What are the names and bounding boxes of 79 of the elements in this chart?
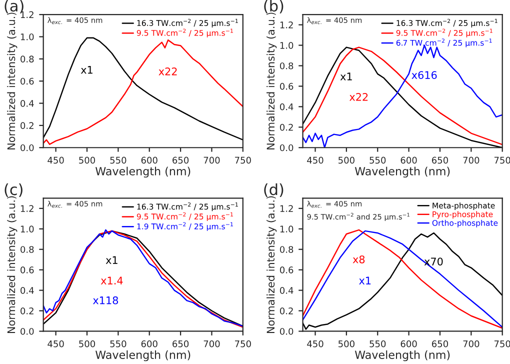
y-tick-label: 0.2: [20, 122, 34, 129]
x-tick-label: 500: [338, 340, 354, 348]
x-tick-label: 550: [110, 156, 126, 164]
y-tick-label: 0.4: [20, 100, 34, 107]
x-tick-label: 700: [463, 156, 480, 164]
x-tick-label: 600: [141, 156, 158, 164]
text: (a): [4, 0, 24, 14]
y-tick-label: 0.4: [280, 103, 294, 110]
y-tick-label: 0.4: [20, 287, 34, 294]
annotation: x118: [92, 296, 118, 304]
y-tick-label: 0.0: [20, 328, 34, 335]
x-tick-label: 700: [463, 340, 480, 348]
y-axis-title: Normalized intensity (a.u.): [7, 12, 18, 150]
x-axis-title: Wavelength (nm): [354, 166, 450, 178]
y-tick-label: 1.0: [280, 226, 294, 232]
text: (c): [4, 183, 22, 198]
y-axis-title: Normalized intensity (a.u.): [266, 12, 277, 150]
x-tick-label: 550: [370, 156, 386, 164]
y-tick-label: 1.2: [280, 22, 293, 28]
x-tick-label: 650: [172, 340, 189, 348]
annotation: x1: [80, 66, 92, 74]
x-tick-label: 450: [307, 340, 324, 348]
x-tick-label: 500: [79, 340, 96, 348]
x-tick-label: 700: [204, 156, 220, 164]
annotation: x1: [340, 72, 352, 80]
x-tick-label: 650: [172, 156, 189, 164]
y-tick-label: 0.8: [20, 246, 34, 253]
y-tick-label: 1.2: [20, 11, 34, 18]
x-tick-label: 500: [79, 156, 96, 164]
y-tick-label: 0.6: [20, 266, 34, 274]
x-tick-label: 450: [48, 156, 64, 164]
y-tick-label: 1.2: [280, 205, 293, 212]
x-tick-label: 600: [400, 340, 417, 348]
x-tick-label: 750: [494, 156, 510, 164]
y-tick-label: 0.2: [20, 308, 34, 314]
y-axis-title: Normalized intensity (a.u.): [7, 196, 18, 333]
x-tick-label: 550: [110, 340, 126, 348]
annotation: x1: [359, 276, 371, 284]
x-axis-title: Wavelength (nm): [354, 350, 450, 362]
y-tick-label: 1.2: [20, 205, 34, 212]
annotation: x1: [106, 256, 118, 264]
y-tick-label: 0.8: [280, 246, 294, 253]
y-axis-title: Normalized intensity (a.u.): [266, 196, 277, 333]
y-tick-label: 0.6: [20, 78, 34, 85]
y-tick-label: 1.0: [20, 226, 34, 232]
y-tick-label: 0.2: [280, 124, 293, 131]
x-tick-label: 550: [370, 340, 386, 348]
x-tick-label: 700: [204, 340, 220, 348]
y-tick-label: 0.4: [280, 287, 294, 294]
x-tick-label: 750: [494, 340, 510, 348]
x-tick-label: 750: [235, 156, 251, 164]
annotation: x70: [424, 258, 443, 266]
annotation: x1.4: [100, 276, 123, 284]
x-tick-label: 450: [307, 156, 324, 164]
x-tick-label: 750: [235, 340, 251, 348]
x-tick-label: 500: [338, 156, 354, 164]
text: (b): [264, 0, 284, 14]
x-tick-label: 600: [141, 340, 158, 348]
y-tick-label: 0.6: [280, 266, 294, 274]
x-axis-title: Wavelength (nm): [96, 350, 190, 362]
y-tick-label: 0.8: [20, 56, 34, 62]
text: (d): [264, 183, 284, 198]
y-tick-label: 0.6: [280, 82, 294, 90]
y-tick-label: 0.2: [280, 308, 293, 314]
x-tick-label: 450: [48, 340, 64, 348]
y-tick-label: 1.0: [280, 42, 294, 49]
x-axis-title: Wavelength (nm): [96, 166, 190, 178]
annotation: x616: [412, 71, 437, 79]
x-tick-label: 600: [400, 156, 417, 164]
y-tick-label: 0.0: [280, 328, 294, 335]
x-tick-label: 650: [432, 156, 448, 164]
y-tick-label: 0.0: [20, 144, 34, 152]
annotation: x22: [350, 93, 368, 101]
y-tick-label: 1.0: [20, 33, 34, 40]
x-tick-label: 650: [432, 340, 448, 348]
y-tick-label: 0.0: [280, 144, 294, 152]
annotation: x22: [158, 67, 177, 76]
annotation: x8: [352, 255, 365, 264]
y-tick-label: 0.8: [280, 62, 294, 70]
